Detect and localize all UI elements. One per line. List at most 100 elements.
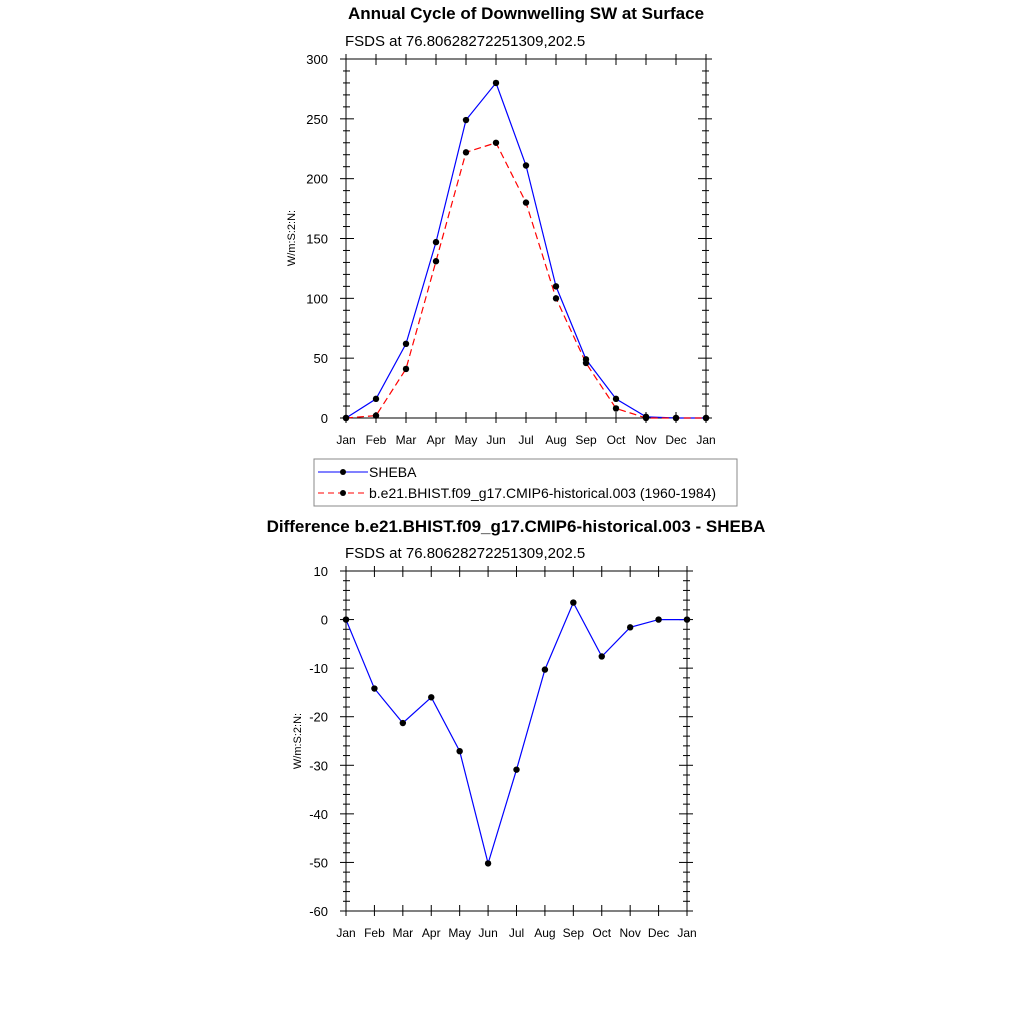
data-point — [513, 766, 520, 773]
data-point — [683, 616, 691, 623]
x-tick-label: Aug — [534, 926, 555, 940]
data-point — [372, 412, 380, 419]
x-tick-label: Sep — [575, 433, 597, 447]
data-point — [570, 599, 577, 606]
y-tick-label: 250 — [306, 112, 328, 127]
data-point — [672, 414, 680, 422]
data-point — [432, 238, 440, 246]
y-tick-label: 10 — [314, 564, 328, 579]
x-tick-label: Oct — [607, 433, 626, 447]
x-tick-label: May — [448, 926, 471, 940]
x-tick-label: Nov — [619, 926, 640, 940]
data-point — [626, 624, 634, 631]
data-point — [462, 149, 470, 156]
x-tick-label: Oct — [592, 926, 611, 940]
plot-frame — [345, 570, 688, 912]
y-tick-label: 50 — [314, 351, 328, 366]
data-point — [402, 365, 410, 373]
y-tick-label: 100 — [306, 291, 328, 306]
legend-label-model: b.e21.BHIST.f09_g17.CMIP6-historical.003… — [369, 485, 716, 501]
data-point — [522, 162, 530, 169]
axis-ticks — [340, 566, 693, 916]
x-tick-label: Jul — [509, 926, 524, 940]
x-tick-label: Jun — [486, 433, 505, 447]
x-tick-label: Apr — [422, 926, 441, 940]
y-tick-label: 150 — [306, 232, 328, 247]
data-point — [655, 616, 662, 623]
x-tick-label: Feb — [366, 433, 387, 447]
data-point — [462, 116, 470, 124]
data-point — [342, 616, 350, 623]
y-tick-label: 0 — [321, 613, 328, 628]
y-tick-labels: -60 -50 -40 -30 -20 -10 0 10 — [309, 564, 328, 919]
y-tick-label: 200 — [306, 172, 328, 187]
y-tick-label: 0 — [321, 411, 328, 426]
x-tick-label: Dec — [665, 433, 686, 447]
y-tick-label: -50 — [309, 855, 328, 870]
x-tick-label: Jan — [336, 926, 355, 940]
legend: SHEBA b.e21.BHIST.f09_g17.CMIP6-historic… — [313, 458, 738, 507]
chart-subtitle: FSDS at 76.80628272251309,202.5 — [345, 33, 585, 50]
x-tick-label: Jan — [677, 926, 696, 940]
x-tick-label: Jul — [518, 433, 533, 447]
data-point — [428, 694, 435, 701]
data-point — [612, 405, 620, 412]
series-lines — [342, 599, 691, 867]
x-tick-label: Feb — [364, 926, 385, 940]
data-point — [342, 414, 350, 422]
data-point — [402, 340, 410, 348]
data-point — [372, 395, 380, 403]
y-tick-label: -20 — [309, 710, 328, 725]
x-tick-label: Apr — [427, 433, 446, 447]
x-tick-label: Mar — [392, 926, 413, 940]
y-tick-label: -30 — [309, 758, 328, 773]
difference-chart: Difference b.e21.BHIST.f09_g17.CMIP6-his… — [267, 517, 766, 940]
x-tick-label: Nov — [635, 433, 656, 447]
y-tick-label: -40 — [309, 807, 328, 822]
axis-ticks — [340, 54, 712, 423]
chart-title: Difference b.e21.BHIST.f09_g17.CMIP6-his… — [267, 517, 766, 536]
series-lines — [342, 79, 710, 422]
series-line-0 — [345, 601, 687, 866]
data-point — [492, 79, 500, 87]
x-tick-label: Mar — [396, 433, 417, 447]
data-point — [702, 414, 710, 422]
plot-frame — [345, 58, 707, 419]
y-axis-label: W/m:S:2:N: — [286, 210, 298, 266]
x-tick-label: Jan — [696, 433, 715, 447]
y-axis-label: W/m:S:2:N: — [292, 713, 304, 769]
data-point — [582, 359, 590, 367]
legend-marker-model — [340, 490, 346, 496]
data-point — [642, 414, 650, 422]
legend-box — [313, 458, 738, 507]
data-point — [541, 666, 549, 673]
data-point — [552, 295, 560, 302]
data-point — [492, 139, 500, 146]
data-point — [456, 748, 463, 755]
data-point — [371, 685, 378, 692]
series-line-0 — [345, 81, 706, 419]
y-tick-label: 300 — [306, 52, 328, 67]
legend-marker-sheba — [340, 469, 346, 475]
x-tick-label: Sep — [563, 926, 585, 940]
data-point — [484, 860, 492, 867]
x-tick-label: Jan — [336, 433, 355, 447]
x-tick-label: Jun — [478, 926, 497, 940]
x-tick-labels: Jan Feb Mar Apr May Jun Jul Aug Sep Oct Nov Dec Jan — [336, 433, 715, 447]
chart-subtitle: FSDS at 76.80628272251309,202.5 — [345, 545, 585, 562]
data-point — [432, 258, 440, 265]
data-point — [552, 283, 560, 290]
x-tick-labels: Jan Feb Mar Apr May Jun Jul Aug Sep Oct Nov Dec Jan — [336, 926, 696, 940]
data-point — [522, 199, 530, 206]
y-tick-labels: 0 50 100 150 200 250 300 — [306, 52, 328, 426]
y-tick-label: -60 — [309, 904, 328, 919]
legend-label-sheba: SHEBA — [369, 464, 417, 480]
series-line-1 — [345, 142, 706, 419]
x-tick-label: Dec — [648, 926, 669, 940]
x-tick-label: May — [455, 433, 478, 447]
chart-title: Annual Cycle of Downwelling SW at Surfac… — [348, 4, 704, 23]
x-tick-label: Aug — [545, 433, 566, 447]
y-tick-label: -10 — [309, 661, 328, 676]
data-point — [399, 719, 407, 727]
